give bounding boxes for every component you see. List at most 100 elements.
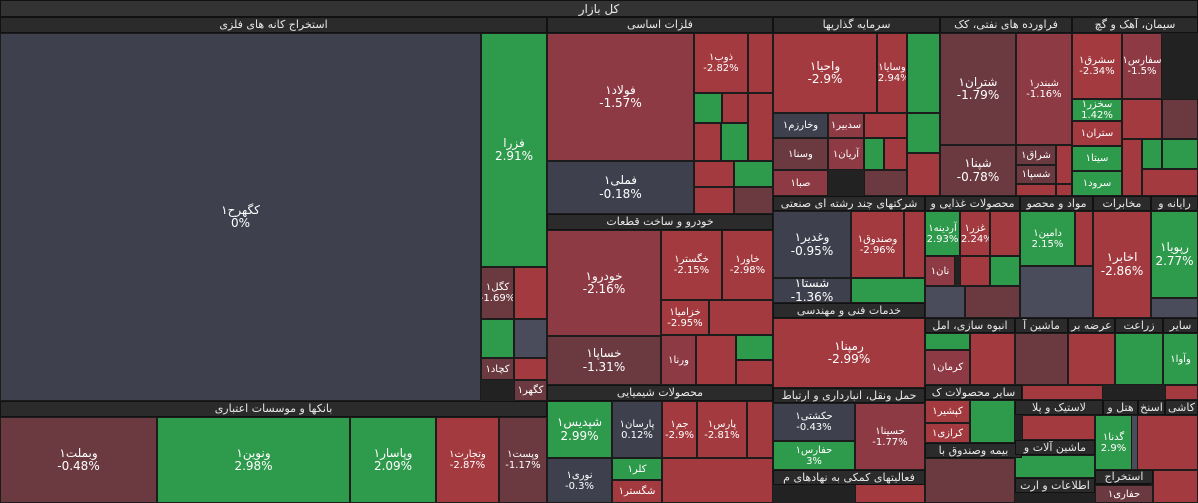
stock-cell[interactable] <box>1056 145 1072 184</box>
stock-cell[interactable] <box>851 278 925 303</box>
stock-cell[interactable] <box>514 267 547 319</box>
stock-cell[interactable]: وسایا۱-2.94% <box>877 33 907 113</box>
stock-cell[interactable]: آردینه۱ 2.93% <box>925 211 960 256</box>
stock-cell[interactable]: وصندوق۱ -2.96% <box>851 211 904 278</box>
stock-cell[interactable]: وپاسار۱ 2.09% <box>350 417 436 503</box>
stock-cell[interactable]: خگستر۱ -2.15% <box>661 230 722 300</box>
stock-cell[interactable] <box>960 256 990 286</box>
stock-cell[interactable]: وخارزم۱ <box>773 113 828 138</box>
stock-cell[interactable]: نان۱ <box>925 256 955 286</box>
stock-cell[interactable]: شگستر۱ <box>612 480 662 503</box>
stock-cell[interactable] <box>1122 99 1162 139</box>
stock-cell[interactable]: وسنا۱ <box>773 138 828 170</box>
stock-cell[interactable] <box>1122 139 1142 196</box>
stock-cell[interactable] <box>1153 470 1198 503</box>
stock-cell[interactable]: دامین۱ 2.15% <box>1020 211 1075 266</box>
stock-cell[interactable] <box>722 93 748 123</box>
stock-cell[interactable]: کگل۱ -1.69% <box>481 267 514 319</box>
stock-cell[interactable] <box>907 113 940 153</box>
stock-cell[interactable] <box>721 123 748 161</box>
stock-cell[interactable]: شسپا۱ <box>1016 165 1056 184</box>
stock-cell[interactable] <box>694 123 721 161</box>
stock-cell[interactable] <box>1015 333 1068 385</box>
stock-cell[interactable] <box>748 33 773 93</box>
stock-cell[interactable]: حسینا۱ -1.77% <box>855 403 925 470</box>
stock-cell[interactable] <box>694 93 722 123</box>
stock-cell[interactable] <box>1142 139 1162 169</box>
stock-cell[interactable]: گدنا۱ 2.9% <box>1095 415 1132 470</box>
stock-cell[interactable]: وآوا۱ <box>1163 333 1198 385</box>
stock-cell[interactable] <box>1015 455 1095 478</box>
stock-cell[interactable]: کپشیر۱ <box>925 400 970 423</box>
stock-cell[interactable] <box>864 170 907 196</box>
stock-cell[interactable] <box>709 300 773 335</box>
stock-cell[interactable] <box>884 138 907 170</box>
stock-cell[interactable]: نوری۱ -0.3% <box>547 458 612 503</box>
stock-cell[interactable]: جم۱ -2.9% <box>662 401 697 458</box>
stock-cell[interactable]: وغدیر۱ -0.95% <box>773 211 851 278</box>
stock-cell[interactable]: شراق۱ <box>1016 145 1056 165</box>
stock-cell[interactable] <box>1068 333 1115 385</box>
stock-cell[interactable] <box>970 400 1015 443</box>
stock-cell[interactable] <box>1016 184 1056 196</box>
stock-cell[interactable] <box>864 113 907 138</box>
stock-cell[interactable]: خاور۱ -2.98% <box>722 230 773 300</box>
stock-cell[interactable]: حفارس۱ 3% <box>773 441 855 470</box>
stock-cell[interactable]: فملی۱ -0.18% <box>547 161 694 214</box>
stock-cell[interactable] <box>1151 298 1198 318</box>
stock-cell[interactable]: حفاری۱ <box>1095 485 1153 503</box>
stock-cell[interactable] <box>1115 333 1163 385</box>
stock-cell[interactable]: ونوین۱ 2.98% <box>157 417 350 503</box>
stock-cell[interactable]: پارس۱ -2.81% <box>697 401 747 458</box>
stock-cell[interactable]: کلر۱ <box>612 458 662 480</box>
stock-cell[interactable]: سفارس۱ -1.5% <box>1122 33 1162 99</box>
stock-cell[interactable]: شتران۱ -1.79% <box>940 33 1016 145</box>
stock-cell[interactable] <box>734 161 773 187</box>
stock-cell[interactable] <box>736 335 773 360</box>
stock-cell[interactable] <box>1162 139 1198 169</box>
stock-cell[interactable] <box>907 153 940 196</box>
stock-cell[interactable] <box>990 211 1020 256</box>
stock-cell[interactable]: سیتا۱ <box>1072 146 1122 171</box>
stock-cell[interactable] <box>925 458 1015 503</box>
stock-cell[interactable]: اخابر۱ -2.86% <box>1093 211 1151 318</box>
stock-cell[interactable]: پارسان۱ 0.12% <box>612 401 662 458</box>
stock-cell[interactable]: شپدیس۱ 2.99% <box>547 401 612 458</box>
stock-cell[interactable]: کرازی۱ <box>925 423 970 443</box>
stock-cell[interactable]: غزر۱-2.24% <box>960 211 990 256</box>
stock-cell[interactable]: واحیا۱ -2.9% <box>773 33 877 113</box>
stock-cell[interactable] <box>1056 184 1072 196</box>
stock-cell[interactable]: کچاد۱ <box>481 358 514 380</box>
stock-cell[interactable]: شستا۱ -1.36% <box>773 278 851 303</box>
stock-cell[interactable]: حکشتی۱ -0.43% <box>773 403 855 441</box>
stock-cell[interactable]: خساپا۱ -1.31% <box>547 336 661 385</box>
stock-cell[interactable]: رمپنا۱ -2.99% <box>773 318 925 388</box>
stock-cell[interactable]: شپنا۱ -0.78% <box>940 145 1016 196</box>
stock-cell[interactable]: ذوب۱ -2.82% <box>694 33 748 93</box>
stock-cell[interactable]: کگهرح۱ 0% <box>0 33 481 401</box>
stock-cell[interactable]: سدبیر۱ <box>828 113 864 138</box>
stock-cell[interactable] <box>970 333 1015 385</box>
stock-cell[interactable]: فزرا 2.91% <box>481 33 547 267</box>
stock-cell[interactable] <box>514 319 547 358</box>
stock-cell[interactable] <box>662 458 773 503</box>
stock-cell[interactable] <box>1020 266 1093 318</box>
stock-cell[interactable]: سخزر۱ 1.42% <box>1072 99 1122 121</box>
stock-cell[interactable] <box>734 187 773 214</box>
stock-cell[interactable] <box>696 335 736 385</box>
stock-cell[interactable] <box>904 211 925 278</box>
stock-cell[interactable] <box>907 33 940 113</box>
stock-cell[interactable]: صبا۱ <box>773 170 828 196</box>
stock-cell[interactable] <box>965 286 1020 318</box>
stock-cell[interactable] <box>736 360 773 385</box>
stock-cell[interactable] <box>1075 211 1093 266</box>
stock-cell[interactable] <box>1132 415 1198 470</box>
stock-cell[interactable]: آریان۱ <box>828 138 864 170</box>
stock-cell[interactable]: رپویا۱ 2.77% <box>1151 211 1198 298</box>
stock-cell[interactable] <box>1022 415 1095 440</box>
stock-cell[interactable]: سشرق۱ -2.34% <box>1072 33 1122 99</box>
stock-cell[interactable]: کگهر۱ <box>514 380 547 401</box>
stock-cell[interactable] <box>925 333 970 350</box>
stock-cell[interactable] <box>1162 99 1198 139</box>
stock-cell[interactable] <box>694 187 734 214</box>
